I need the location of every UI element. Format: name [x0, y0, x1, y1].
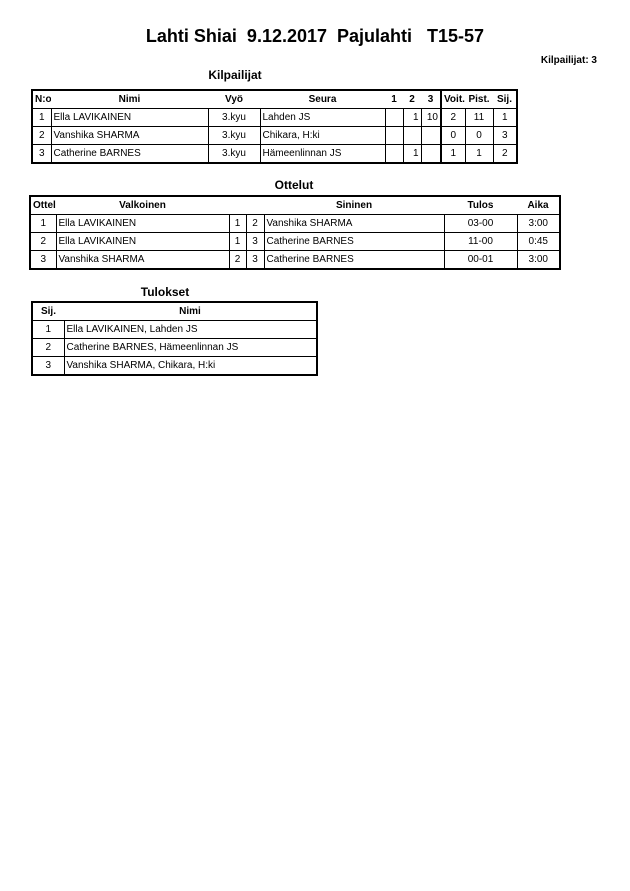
- table-cell: 3: [492, 126, 518, 145]
- table-row: 3 Catherine BARNES 3.kyu Hämeenlinnan JS 1 1 1…: [31, 144, 518, 164]
- table-cell: 3.kyu: [207, 108, 261, 127]
- page-title: Lahti Shiai 9.12.2017 Pajulahti T15-57: [145, 26, 485, 46]
- table-cell: 2: [31, 126, 52, 145]
- table-cell: Catherine BARNES: [50, 144, 209, 164]
- results-heading: Tulokset: [140, 285, 190, 299]
- column-header: [229, 196, 246, 215]
- table-row: 3 Vanshika SHARMA 2 3 Catherine BARNES 00-01 3…: [29, 250, 561, 270]
- column-header: Aika: [527, 200, 549, 211]
- table-row: 2 Catherine BARNES, Hämeenlinnan JS: [31, 338, 318, 357]
- table-cell: [384, 126, 404, 145]
- table-cell: Ella LAVIKAINEN: [50, 108, 209, 127]
- table-cell: Ella LAVIKAINEN, Lahden JS: [63, 320, 318, 339]
- column-header: Vyö: [225, 94, 243, 105]
- table-cell: 3: [31, 144, 52, 164]
- table-cell: 1: [31, 320, 65, 339]
- table-cell: 0: [440, 126, 466, 145]
- column-header: Voit.: [440, 90, 465, 109]
- table-cell: [420, 144, 442, 164]
- table-cell: 2: [29, 232, 57, 251]
- table-cell: [402, 126, 422, 145]
- table-row: 1 Ella LAVIKAINEN, Lahden JS: [31, 320, 318, 339]
- column-header: Sij.: [496, 94, 512, 105]
- table-cell: 00-01: [443, 250, 518, 270]
- matches-heading: Ottelut: [274, 178, 314, 192]
- table-cell: 1: [402, 144, 422, 164]
- column-header: Seura: [308, 94, 337, 105]
- table-cell: 3: [245, 232, 265, 251]
- table-cell: 1: [228, 214, 247, 233]
- table-cell: Vanshika SHARMA, Chikara, H:ki: [63, 356, 318, 376]
- header-row: N:o Nimi Vyö Seura 1 2 3 Voit. Pist. Sij.: [32, 90, 517, 109]
- table-cell: 3.kyu: [207, 126, 261, 145]
- competitors-heading: Kilpailijat: [208, 68, 262, 82]
- column-header: 1: [391, 94, 397, 105]
- table-cell: 2: [228, 250, 247, 270]
- table-cell: 2: [245, 214, 265, 233]
- table-row: 2 Ella LAVIKAINEN 1 3 Catherine BARNES 11-00 0…: [29, 232, 561, 251]
- table-cell: Ella LAVIKAINEN: [55, 214, 230, 233]
- column-header: Pist.: [468, 94, 490, 105]
- table-cell: 1: [440, 144, 466, 164]
- table-row: 1 Ella LAVIKAINEN 1 2 Vanshika SHARMA 03-00 3:…: [29, 214, 561, 233]
- column-header: Tulos: [467, 200, 494, 211]
- results-table: Sij. Nimi 1 Ella LAVIKAINEN, Lahden JS 2 Cath…: [31, 301, 318, 376]
- table-cell: 3:00: [516, 214, 561, 233]
- table-cell: [384, 108, 404, 127]
- table-cell: 11: [464, 108, 494, 127]
- column-header: [246, 196, 264, 215]
- table-cell: Vanshika SHARMA: [55, 250, 230, 270]
- table-cell: 1: [402, 108, 422, 127]
- table-cell: 1: [464, 144, 494, 164]
- table-cell: 0:45: [516, 232, 561, 251]
- table-cell: 1: [228, 232, 247, 251]
- table-cell: Catherine BARNES: [263, 250, 445, 270]
- table-cell: Ella LAVIKAINEN: [55, 232, 230, 251]
- column-header: Valkoinen: [119, 200, 166, 211]
- table-cell: 2: [492, 144, 518, 164]
- column-header: 2: [409, 94, 415, 105]
- table-cell: Vanshika SHARMA: [50, 126, 209, 145]
- table-cell: 2: [440, 108, 466, 127]
- table-cell: 2: [31, 338, 65, 357]
- table-cell: 03-00: [443, 214, 518, 233]
- column-header: Ottelu: [33, 200, 56, 211]
- table-cell: 0: [464, 126, 494, 145]
- column-header: N:o: [35, 94, 51, 105]
- table-cell: 3.kyu: [207, 144, 261, 164]
- table-cell: 10: [420, 108, 442, 127]
- table-cell: [420, 126, 442, 145]
- table-cell: 3:00: [516, 250, 561, 270]
- table-cell: 3: [245, 250, 265, 270]
- column-header: 3: [427, 94, 434, 105]
- table-row: 1 Ella LAVIKAINEN 3.kyu Lahden JS 1 10 2 11 1: [31, 108, 518, 127]
- table-cell: [384, 144, 404, 164]
- table-cell: 3: [31, 356, 65, 376]
- table-cell: 1: [492, 108, 518, 127]
- table-row: 3 Vanshika SHARMA, Chikara, H:ki: [31, 356, 318, 376]
- table-cell: 1: [29, 214, 57, 233]
- competitor-count: Kilpailijat: 3: [540, 55, 597, 66]
- table-cell: 1: [31, 108, 52, 127]
- column-header: Nimi: [179, 306, 201, 317]
- table-cell: 11-00: [443, 232, 518, 251]
- table-cell: Hämeenlinnan JS: [259, 144, 386, 164]
- column-header: Sij.: [40, 306, 56, 317]
- table-row: 2 Vanshika SHARMA 3.kyu Chikara, H:ki 0 0 3: [31, 126, 518, 145]
- table-cell: 3: [29, 250, 57, 270]
- table-cell: Lahden JS: [259, 108, 386, 127]
- header-row: Sij. Nimi: [32, 302, 317, 321]
- table-cell: Chikara, H:ki: [259, 126, 386, 145]
- table-cell: Catherine BARNES, Hämeenlinnan JS: [63, 338, 318, 357]
- table-cell: Vanshika SHARMA: [263, 214, 445, 233]
- table-cell: Catherine BARNES: [263, 232, 445, 251]
- column-header: Nimi: [118, 94, 141, 105]
- column-header: Sininen: [335, 200, 373, 211]
- competitors-table: N:o Nimi Vyö Seura 1 2 3 Voit. Pist. Sij. 1 Ella LA…: [31, 89, 518, 164]
- header-row: Ottelu Valkoinen Sininen Tulos Aika: [30, 196, 560, 215]
